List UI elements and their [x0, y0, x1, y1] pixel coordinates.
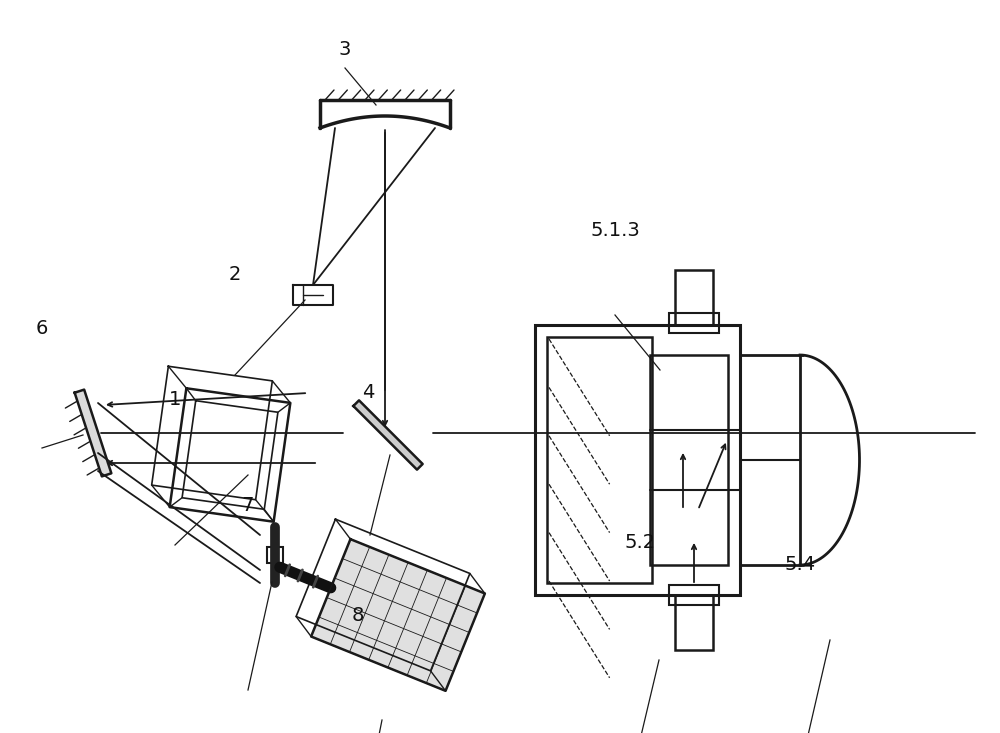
Polygon shape — [75, 390, 111, 476]
Polygon shape — [353, 400, 423, 470]
Bar — [669, 313, 719, 333]
Text: 6: 6 — [36, 319, 48, 338]
Bar — [547, 337, 652, 583]
Bar — [675, 270, 713, 325]
Bar — [535, 325, 740, 595]
Bar — [267, 547, 283, 563]
Text: 7: 7 — [242, 496, 254, 515]
Text: 5.1.3: 5.1.3 — [590, 221, 640, 240]
Polygon shape — [311, 539, 485, 690]
Text: 3: 3 — [339, 40, 351, 59]
Text: 2: 2 — [229, 265, 241, 284]
Text: 5.2: 5.2 — [624, 533, 656, 552]
Bar — [675, 595, 713, 650]
Text: 8: 8 — [352, 606, 364, 625]
Bar — [740, 355, 800, 565]
Text: 4: 4 — [362, 383, 374, 402]
Text: 5.4: 5.4 — [784, 555, 816, 574]
Text: 1: 1 — [169, 390, 181, 409]
Bar — [669, 585, 719, 605]
Bar — [650, 355, 728, 565]
